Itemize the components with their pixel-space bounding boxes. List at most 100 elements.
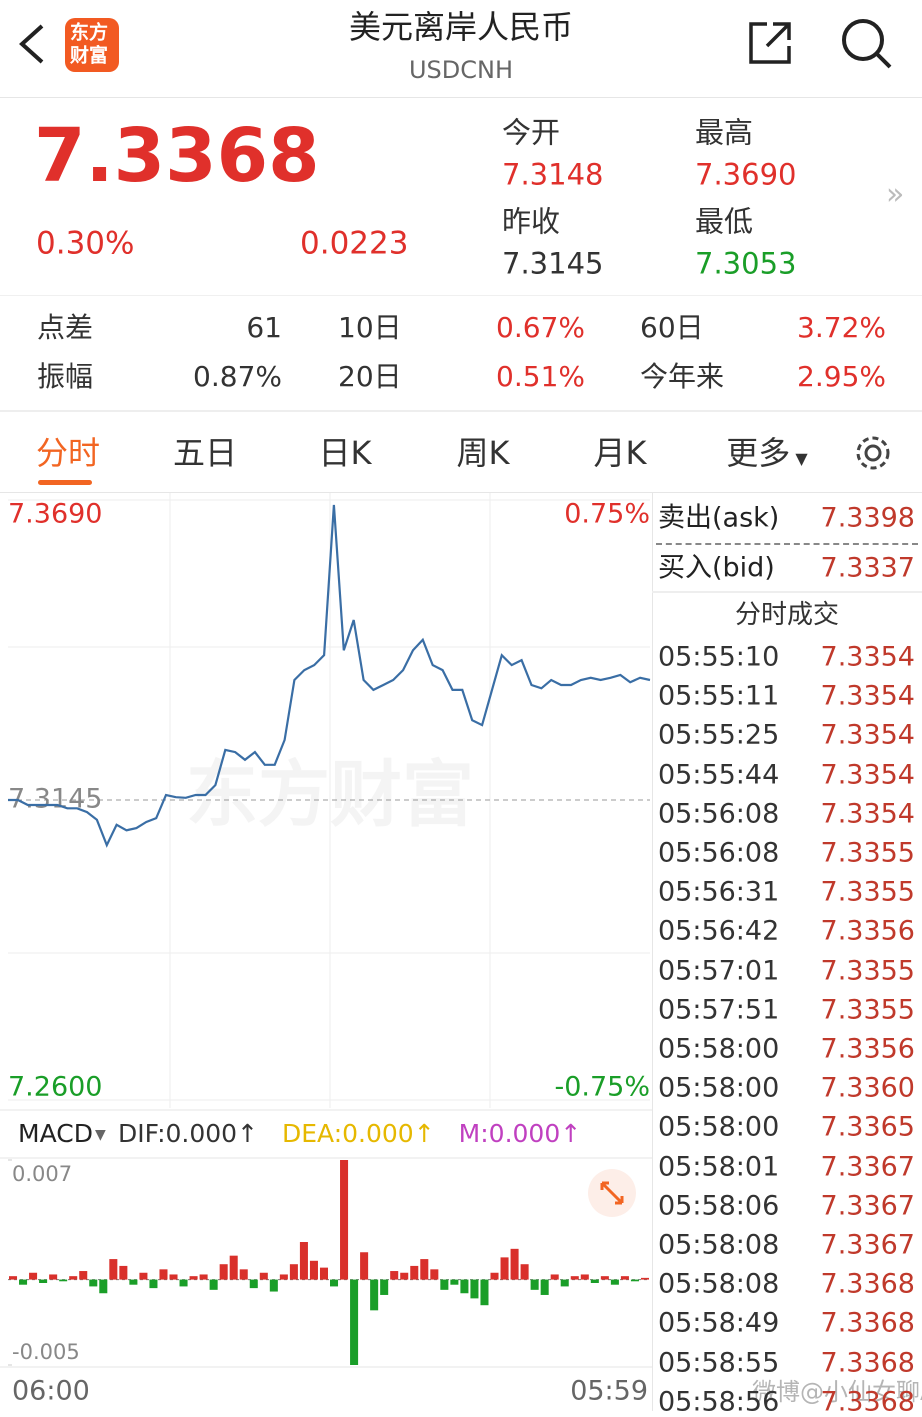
macd-bar — [119, 1265, 128, 1280]
macd-bar — [289, 1264, 298, 1280]
macd-bar — [59, 1279, 68, 1282]
bid-price: 7.3337 — [820, 552, 915, 584]
macd-bar — [39, 1279, 48, 1283]
macd-bar — [460, 1279, 469, 1294]
macd-bar — [199, 1274, 208, 1280]
macd-bar — [189, 1276, 198, 1280]
tab[interactable]: 五日 — [172, 434, 237, 472]
macd-bar — [530, 1279, 539, 1290]
macd-bar — [600, 1276, 609, 1280]
macd-bar — [520, 1264, 529, 1280]
stat-label: 20日 — [338, 360, 402, 393]
macd-bar — [259, 1272, 268, 1280]
legend-item: DIF:0.000↑ — [118, 1119, 258, 1148]
divider — [0, 97, 922, 98]
y-tick-label: 7.3690 — [8, 499, 102, 530]
ask-label: 卖出(ask) — [658, 502, 780, 534]
back-button[interactable] — [14, 22, 48, 66]
macd-bar — [340, 1160, 349, 1280]
indicator-selector: MACD — [18, 1119, 93, 1148]
share-button[interactable] — [745, 18, 797, 68]
trade-price: 7.3368 — [820, 1347, 915, 1379]
macd-bar — [249, 1279, 258, 1289]
tab[interactable]: 周K — [456, 434, 510, 472]
trade-price: 7.3368 — [820, 1307, 915, 1339]
app-logo — [65, 18, 119, 72]
trade-price: 7.3367 — [820, 1151, 915, 1183]
expand-icon — [600, 1181, 624, 1205]
field-value: 7.3148 — [502, 157, 604, 192]
trade-time: 05:55:25 — [658, 719, 780, 751]
y2-tick-label: -0.75% — [554, 1072, 650, 1103]
trade-time: 05:58:08 — [658, 1229, 780, 1261]
trade-price: 7.3356 — [820, 915, 915, 947]
stat-label: 点差 — [37, 311, 94, 344]
legend-item: DEA:0.000↑ — [282, 1119, 435, 1148]
macd-bar — [299, 1242, 308, 1280]
stat-value: 61 — [246, 311, 282, 344]
chart-watermark: 东方财富 — [186, 753, 474, 837]
field-label: 昨收 — [502, 204, 561, 239]
macd-bar — [330, 1279, 339, 1287]
trade-price: 7.3368 — [820, 1386, 915, 1417]
expand-button[interactable] — [588, 1169, 636, 1217]
divider — [652, 493, 653, 1411]
trade-time: 05:58:06 — [658, 1190, 780, 1222]
trade-price: 7.3355 — [820, 837, 915, 869]
trade-time: 05:58:49 — [658, 1307, 780, 1339]
stat-value: 2.95% — [797, 360, 886, 393]
search-button[interactable] — [838, 16, 896, 72]
trade-time: 05:55:44 — [658, 759, 780, 791]
change-percent: 0.30% — [36, 225, 135, 262]
watermark: 微博@小仙女聊A股 — [752, 1378, 922, 1406]
trade-price: 7.3355 — [820, 876, 915, 908]
macd-bar — [179, 1279, 188, 1287]
trade-price: 7.3354 — [820, 798, 915, 830]
macd-bar — [560, 1279, 569, 1287]
macd-bar — [400, 1272, 409, 1280]
macd-bar — [360, 1252, 369, 1280]
tab[interactable]: 分时 — [35, 434, 100, 472]
macd-bar — [229, 1255, 238, 1280]
macd-bar — [129, 1279, 138, 1285]
field-value: 7.3690 — [695, 157, 797, 192]
stat-value: 0.67% — [496, 311, 585, 344]
macd-bar — [139, 1272, 148, 1280]
trade-time: 05:58:55 — [658, 1347, 780, 1379]
tab[interactable]: 日K — [318, 434, 372, 472]
trade-time: 05:56:08 — [658, 837, 780, 869]
trade-time: 05:58:00 — [658, 1111, 780, 1143]
trade-price: 7.3355 — [820, 955, 915, 987]
stat-label: 今年来 — [640, 360, 725, 393]
last-price: 7.3368 — [34, 113, 320, 199]
macd-bar — [169, 1274, 178, 1280]
trade-price: 7.3356 — [820, 1033, 915, 1065]
y-tick-label: 7.3145 — [8, 784, 102, 815]
field-label: 最高 — [695, 115, 754, 150]
macd-bar — [380, 1279, 389, 1295]
tab[interactable]: 更多 ▼ — [726, 434, 808, 472]
macd-bar — [9, 1276, 18, 1280]
trade-time: 05:58:00 — [658, 1072, 780, 1104]
trade-price: 7.3368 — [820, 1268, 915, 1300]
tab[interactable]: 月K — [593, 434, 647, 472]
macd-bar — [49, 1274, 58, 1280]
stat-label: 60日 — [640, 311, 704, 344]
y-tick-label: 0.007 — [12, 1162, 72, 1186]
stat-value: 0.87% — [193, 360, 282, 393]
trade-price: 7.3365 — [820, 1111, 915, 1143]
macd-bar — [19, 1279, 28, 1285]
tab-indicator — [38, 480, 92, 485]
stat-label: 10日 — [338, 311, 402, 344]
macd-bar — [450, 1279, 459, 1285]
macd-bar — [640, 1277, 649, 1280]
macd-bar — [510, 1248, 519, 1280]
settings-button[interactable] — [852, 432, 894, 474]
more-arrow[interactable]: » — [886, 177, 905, 212]
trade-time: 05:57:01 — [658, 955, 780, 987]
macd-bar — [159, 1269, 168, 1280]
trade-price: 7.3360 — [820, 1072, 915, 1104]
symbol: USDCNH — [408, 56, 514, 84]
trade-time: 05:58:01 — [658, 1151, 780, 1183]
